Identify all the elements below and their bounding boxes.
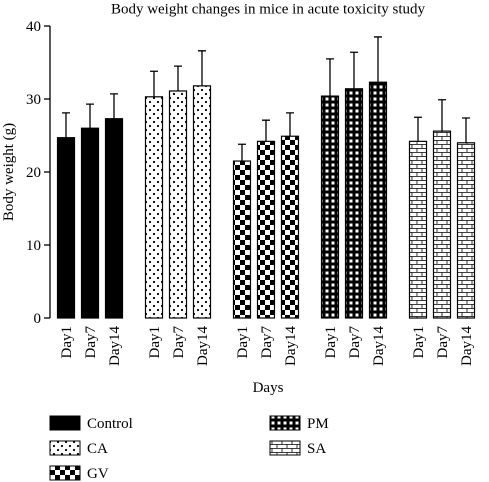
error-bar	[110, 93, 118, 119]
legend-label: GV	[87, 466, 109, 482]
x-tick-label: Day1	[147, 326, 163, 359]
error-bar	[238, 143, 246, 162]
error-bar	[198, 50, 206, 86]
error-bar	[462, 117, 470, 143]
x-tick-label: Day1	[411, 326, 427, 359]
bar	[56, 137, 76, 319]
y-tick-label: 30	[26, 92, 41, 108]
bar	[432, 130, 452, 319]
chart-title: Body weight changes in mice in acute tox…	[111, 1, 426, 17]
x-tick-label: Day7	[83, 326, 99, 359]
y-tick-label: 40	[26, 19, 41, 35]
error-bar	[438, 99, 446, 132]
x-tick-label: Day14	[283, 326, 299, 366]
x-tick-label: Day1	[323, 326, 339, 359]
x-tick-label: Day14	[459, 326, 475, 366]
x-tick-label: Day7	[435, 326, 451, 359]
x-tick-label: Day14	[107, 326, 123, 366]
error-bar	[414, 116, 422, 142]
x-tick-label: Day7	[347, 326, 363, 359]
bar	[104, 118, 124, 319]
bar	[344, 88, 364, 319]
legend-swatch	[49, 440, 81, 456]
legend-swatch	[269, 440, 301, 456]
legend-label: Control	[87, 416, 133, 432]
bar	[456, 142, 476, 319]
x-axis-label: Days	[253, 380, 284, 396]
bar	[320, 95, 340, 319]
error-bar	[374, 36, 382, 83]
y-tick-label: 10	[26, 238, 41, 254]
x-tick-label: Day7	[259, 326, 275, 359]
x-tick-label: Day1	[59, 326, 75, 359]
x-tick-label: Day14	[371, 326, 387, 366]
legend-label: SA	[307, 441, 326, 457]
y-tick-label: 0	[34, 311, 42, 327]
bar	[80, 127, 100, 319]
y-tick-label: 20	[26, 165, 41, 181]
error-bar	[350, 51, 358, 89]
legend-swatch	[49, 465, 81, 481]
error-bar	[62, 112, 70, 138]
error-bar	[262, 119, 270, 142]
legend-label: PM	[307, 416, 329, 432]
legend-swatch	[49, 415, 81, 431]
error-bar	[326, 58, 334, 97]
legend-swatch	[269, 415, 301, 431]
bar	[168, 90, 188, 319]
bar	[368, 81, 388, 319]
bar	[256, 140, 276, 319]
error-bar	[86, 103, 94, 129]
error-bar	[150, 70, 158, 97]
x-tick-label: Day14	[195, 326, 211, 366]
y-axis-label: Body weight (g)	[1, 123, 17, 221]
x-tick-label: Day1	[235, 326, 251, 359]
bar	[232, 160, 252, 319]
x-tick-label: Day7	[171, 326, 187, 359]
bar	[144, 96, 164, 319]
legend-label: CA	[87, 441, 108, 457]
bar	[408, 140, 428, 319]
error-bar	[286, 112, 294, 137]
bar	[280, 135, 300, 319]
error-bar	[174, 65, 182, 91]
bar	[192, 85, 212, 319]
